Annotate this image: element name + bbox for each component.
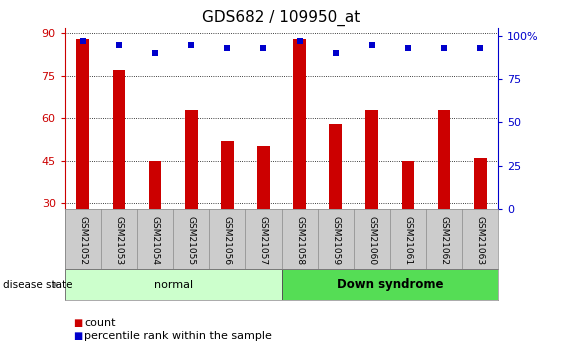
Text: GSM21055: GSM21055 <box>187 216 196 265</box>
Bar <box>329 124 342 209</box>
Text: percentile rank within the sample: percentile rank within the sample <box>84 332 272 341</box>
Text: GSM21059: GSM21059 <box>331 216 340 265</box>
Text: ■: ■ <box>73 318 82 327</box>
Text: disease state: disease state <box>3 280 72 289</box>
Text: GSM21062: GSM21062 <box>440 216 449 265</box>
Bar <box>365 110 378 209</box>
Text: GSM21058: GSM21058 <box>295 216 304 265</box>
Bar <box>77 39 89 209</box>
Text: normal: normal <box>154 280 193 289</box>
Text: GSM21056: GSM21056 <box>223 216 232 265</box>
Bar <box>293 39 306 209</box>
Text: GSM21057: GSM21057 <box>259 216 268 265</box>
Text: GSM21054: GSM21054 <box>150 216 159 265</box>
Text: ■: ■ <box>73 332 82 341</box>
Text: Down syndrome: Down syndrome <box>337 278 443 291</box>
Bar <box>438 110 450 209</box>
Bar <box>221 141 234 209</box>
Bar <box>474 158 486 209</box>
Text: GSM21063: GSM21063 <box>476 216 485 265</box>
Text: GSM21053: GSM21053 <box>114 216 123 265</box>
Text: GSM21052: GSM21052 <box>78 216 87 265</box>
Text: GSM21061: GSM21061 <box>404 216 413 265</box>
Bar <box>113 70 125 209</box>
Bar <box>282 269 498 300</box>
Text: GSM21060: GSM21060 <box>367 216 376 265</box>
Bar <box>65 269 282 300</box>
Title: GDS682 / 109950_at: GDS682 / 109950_at <box>202 10 361 26</box>
Bar <box>185 110 198 209</box>
Bar <box>401 161 414 209</box>
Bar <box>257 147 270 209</box>
Text: count: count <box>84 318 116 327</box>
Bar <box>149 161 162 209</box>
